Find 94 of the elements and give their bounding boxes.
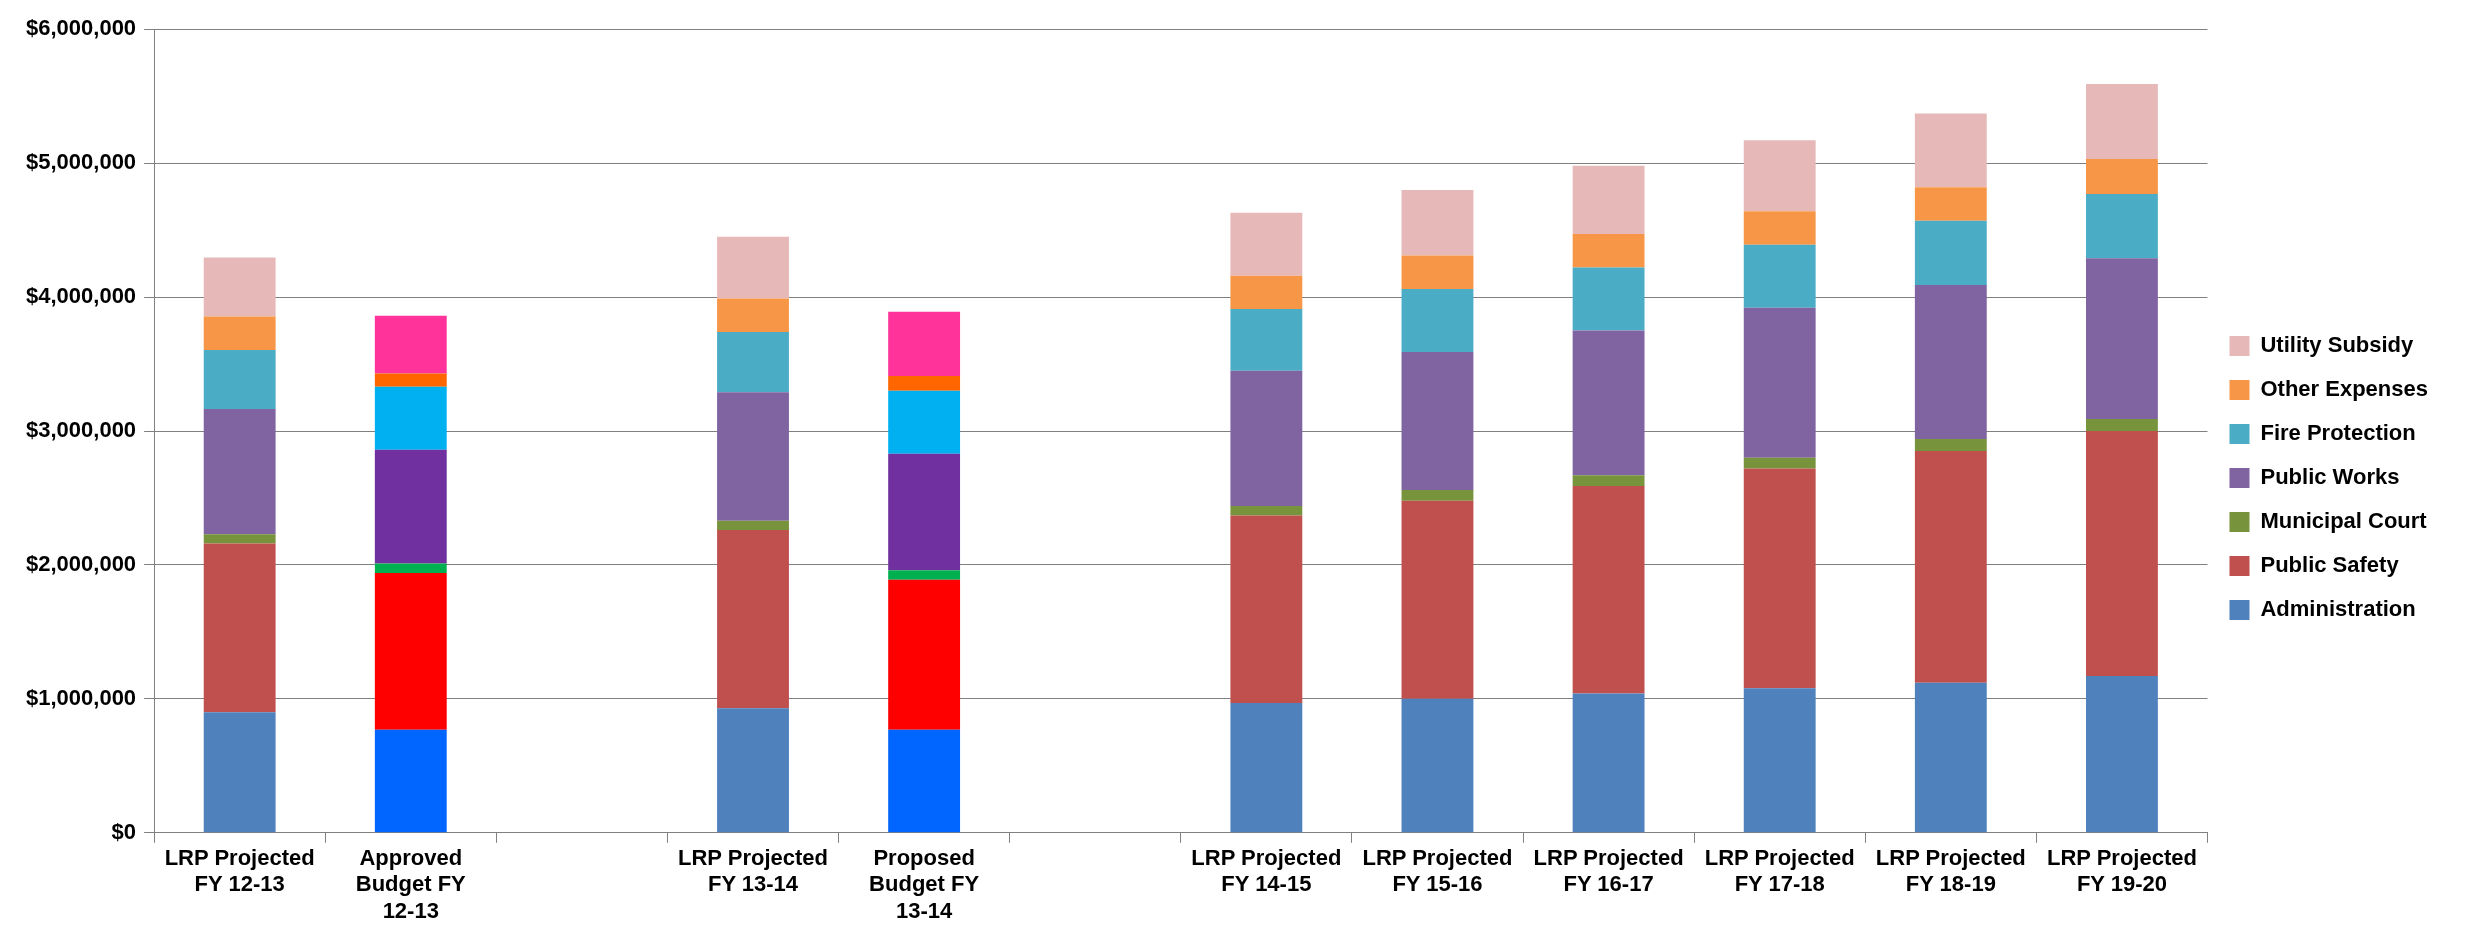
bar bbox=[1230, 275, 1303, 310]
legend-label: Utility Subsidy bbox=[2260, 332, 2415, 358]
bar bbox=[888, 453, 961, 571]
x-tick-label: LRP Projected FY 15-16 bbox=[1362, 845, 1513, 897]
x-tick-label: LRP Projected FY 14-15 bbox=[1191, 845, 1342, 897]
bar bbox=[203, 712, 276, 833]
bar bbox=[374, 449, 447, 564]
bar bbox=[1572, 165, 1645, 235]
x-tick-label: LRP Projected FY 19-20 bbox=[2046, 845, 2197, 897]
bar bbox=[1914, 113, 1987, 188]
bar bbox=[717, 298, 789, 332]
bar bbox=[374, 572, 447, 730]
x-tick-label: LRP Projected FY 16-17 bbox=[1533, 845, 1684, 897]
x-tick-label: Approved Budget FY 12-13 bbox=[355, 845, 467, 923]
bar bbox=[1572, 330, 1645, 476]
bar bbox=[203, 349, 276, 409]
bar bbox=[1230, 515, 1303, 703]
bar bbox=[717, 331, 789, 393]
bar bbox=[888, 376, 961, 391]
legend-label: Public Safety bbox=[2260, 552, 2400, 578]
bar bbox=[1230, 506, 1303, 516]
x-tick-label: LRP Projected FY 12-13 bbox=[164, 845, 315, 897]
y-tick-label: $5,000,000 bbox=[26, 149, 137, 175]
bar bbox=[1914, 451, 1987, 683]
bar bbox=[888, 311, 961, 377]
bar bbox=[1743, 457, 1816, 469]
bar bbox=[374, 386, 447, 450]
bar bbox=[717, 236, 789, 299]
bar bbox=[1572, 475, 1645, 486]
bar bbox=[1572, 693, 1645, 833]
y-tick-label: $0 bbox=[111, 818, 137, 844]
bar bbox=[1401, 255, 1474, 290]
bar bbox=[1401, 189, 1474, 256]
bar bbox=[1230, 212, 1303, 276]
legend-label: Administration bbox=[2260, 596, 2416, 622]
bar bbox=[1401, 289, 1474, 352]
bar bbox=[1401, 698, 1474, 833]
bar bbox=[1230, 309, 1303, 371]
bar bbox=[1743, 140, 1816, 212]
y-tick-label: $2,000,000 bbox=[26, 551, 137, 576]
bar bbox=[374, 563, 447, 573]
bar bbox=[888, 570, 961, 580]
y-tick-label: $3,000,000 bbox=[26, 417, 137, 443]
bar bbox=[2086, 159, 2158, 194]
bar bbox=[1572, 234, 1645, 268]
bar bbox=[717, 392, 789, 521]
y-tick-label: $4,000,000 bbox=[26, 283, 137, 309]
bar bbox=[1401, 489, 1474, 501]
bar bbox=[1914, 187, 1987, 221]
bar bbox=[717, 708, 789, 833]
bar bbox=[1743, 244, 1816, 308]
y-tick-label: $6,000,000 bbox=[26, 15, 137, 41]
bar bbox=[1401, 500, 1474, 699]
bar bbox=[203, 543, 276, 713]
bar bbox=[1914, 285, 1987, 440]
bar bbox=[717, 520, 789, 531]
bar bbox=[203, 534, 276, 544]
bar bbox=[374, 729, 447, 833]
bar bbox=[203, 408, 276, 535]
bar bbox=[2086, 676, 2158, 833]
bar bbox=[2086, 418, 2158, 431]
x-tick-label: LRP Projected FY 18-19 bbox=[1875, 845, 2026, 897]
bar bbox=[1743, 688, 1816, 833]
bar bbox=[2086, 193, 2158, 259]
bar bbox=[888, 579, 961, 730]
bar bbox=[1401, 351, 1474, 490]
bar bbox=[1572, 267, 1645, 331]
x-tick-label: Proposed Budget FY 13-14 bbox=[869, 845, 980, 923]
bar bbox=[203, 257, 276, 317]
bar bbox=[888, 729, 961, 833]
bar bbox=[1914, 220, 1987, 286]
x-tick-label: LRP Projected FY 13-14 bbox=[678, 845, 828, 897]
bar bbox=[374, 315, 447, 374]
bar bbox=[1914, 439, 1987, 452]
bar bbox=[203, 316, 276, 350]
legend-label: Fire Protection bbox=[2260, 420, 2416, 446]
bar bbox=[717, 530, 789, 709]
bar bbox=[2086, 431, 2158, 677]
legend-label: Municipal Court bbox=[2260, 508, 2428, 534]
bar bbox=[2086, 84, 2158, 160]
legend-label: Other Expenses bbox=[2260, 376, 2428, 402]
bar bbox=[1743, 468, 1816, 689]
bar bbox=[1743, 307, 1816, 458]
legend-label: Public Works bbox=[2260, 464, 2400, 490]
bar bbox=[1914, 682, 1987, 833]
bar bbox=[1230, 370, 1303, 506]
bar bbox=[888, 390, 961, 454]
y-tick-label: $1,000,000 bbox=[26, 684, 137, 710]
bar bbox=[374, 373, 447, 387]
bar bbox=[1230, 702, 1303, 833]
bar bbox=[2086, 258, 2158, 419]
x-tick-label: LRP Projected FY 17-18 bbox=[1704, 845, 1855, 897]
bar bbox=[1743, 211, 1816, 245]
bar bbox=[1572, 485, 1645, 694]
